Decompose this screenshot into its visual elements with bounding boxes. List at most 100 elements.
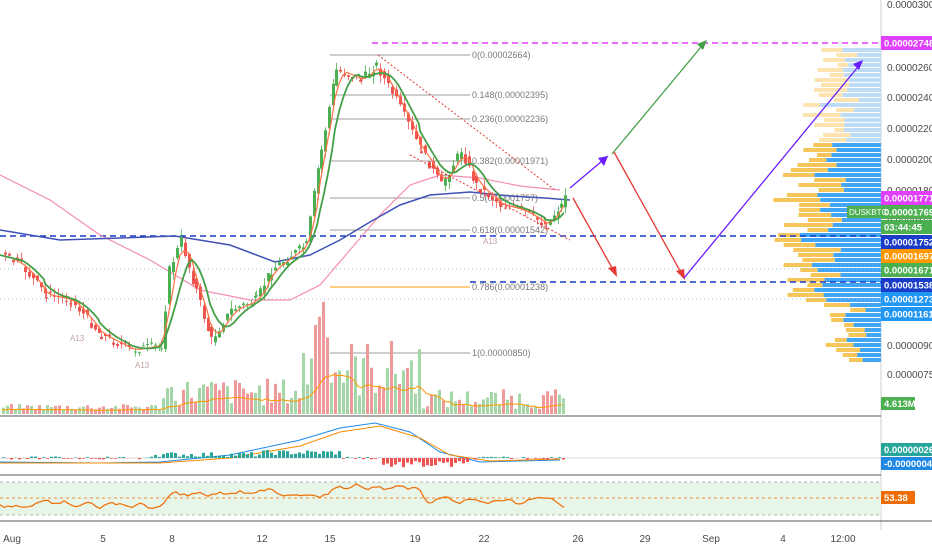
volume-bar [202,384,205,414]
candle-body [360,80,363,81]
macd-hist-bar [26,458,29,459]
candle-body [226,314,229,320]
price-tag-label: 0.00002748 [884,39,932,50]
vprofile-bar [808,218,842,222]
candle-body [500,206,503,207]
macd-hist-bar [182,455,185,458]
macd-hist-bar [270,453,273,458]
fib-label: 0.786(0.00001238) [472,282,548,292]
vprofile-bar [807,283,822,287]
macd-hist-bar [486,457,489,458]
vprofile-bar [846,328,865,332]
vprofile-bar [835,338,847,342]
vprofile-bar [866,308,881,312]
macd-hist-bar [482,457,485,458]
macd-hist-bar [198,457,201,458]
volume-bar [290,398,293,414]
price-axis-ticks: 0.000030000.000028000.000026000.00002400… [887,0,932,381]
volume-bar [242,389,245,414]
macd-hist-bar [178,457,181,458]
vprofile-bar [803,113,841,117]
vprofile-bar [784,223,833,227]
candle-body [298,246,301,249]
macd-hist-bar [458,458,461,461]
x-tick-label: Sep [702,534,720,545]
vprofile-bar [830,313,846,317]
volume-bar [130,407,133,414]
candle-body [172,262,175,272]
macd-hist-bar [190,454,193,458]
vprofile-bar [828,228,881,232]
vprofile-bar [850,308,865,312]
volume-bar [410,360,413,414]
macd-hist-bar [62,458,65,459]
volume-bar [522,405,525,414]
vprofile-bar [857,53,881,57]
macd-hist-bar [374,458,377,459]
volume-bar [502,389,505,414]
vprofile-bar [836,108,854,112]
macd-hist-bar [34,457,37,458]
macd-hist-bar [346,457,349,458]
macd-hist-bar [522,457,525,458]
vprofile-bar [832,143,881,147]
macd-hist-bar [106,457,109,458]
candle-body [150,342,153,343]
vprofile-bar [819,93,843,97]
macd-tag-2: -0.00000049 [884,459,932,470]
x-tick-label: 19 [409,534,421,545]
volume-bar [358,395,361,414]
volume-bar [78,407,81,414]
macd-hist-bar [266,450,269,458]
volume-bar [310,358,313,414]
vprofile-bar [844,188,881,192]
macd-pane [0,423,881,467]
macd-hist-bar [298,452,301,458]
macd-hist-bar [506,457,509,458]
macd-hist-bar [390,458,393,467]
candle-body [45,297,48,298]
volume-bar [538,409,541,414]
macd-hist-bar [370,458,373,459]
macd-hist-bar [46,458,49,459]
volume-bar [266,379,269,414]
volume-bar [366,344,369,414]
macd-hist-bar [70,458,73,459]
volume-bar [246,394,249,414]
fibonacci-levels: 0(0.00002664)0.148(0.00002395)0.236(0.00… [330,50,548,358]
macd-hist-bar [418,458,421,462]
vprofile-bar [809,158,826,162]
candle-body [49,292,52,293]
fib-label: 0.236(0.00002236) [472,114,548,124]
volume-bar [230,403,233,414]
macd-hist-bar [78,458,81,459]
x-tick-label: 22 [478,534,490,545]
x-tick-label: 12:00 [830,534,855,545]
vprofile-bar [843,68,881,72]
fib-label: 0.618(0.00001542) [472,225,548,235]
indicator-label-3: A13 [483,237,498,246]
vprofile-bar [800,268,817,272]
vprofile-bar [783,173,814,177]
macd-hist-bar [50,457,53,458]
volume-bar [494,393,497,414]
vprofile-bar [791,168,828,172]
fib-label: 0(0.00002664) [472,50,531,60]
vprofile-bar [815,173,881,177]
vprofile-bar [847,338,881,342]
vprofile-bar [860,348,881,352]
candle-body [12,260,15,262]
volume-bar [178,405,181,414]
price-tag-label: 0.00001769 [884,208,932,219]
macd-hist-bar [398,458,401,462]
candle-body [94,325,97,330]
volume-bar [554,389,557,414]
vprofile-bar [815,78,850,82]
macd-hist-bar [562,458,565,459]
volume-bar [510,396,513,414]
vprofile-bar [849,333,867,337]
volume-bar [402,370,405,414]
macd-hist-bar [538,458,541,459]
